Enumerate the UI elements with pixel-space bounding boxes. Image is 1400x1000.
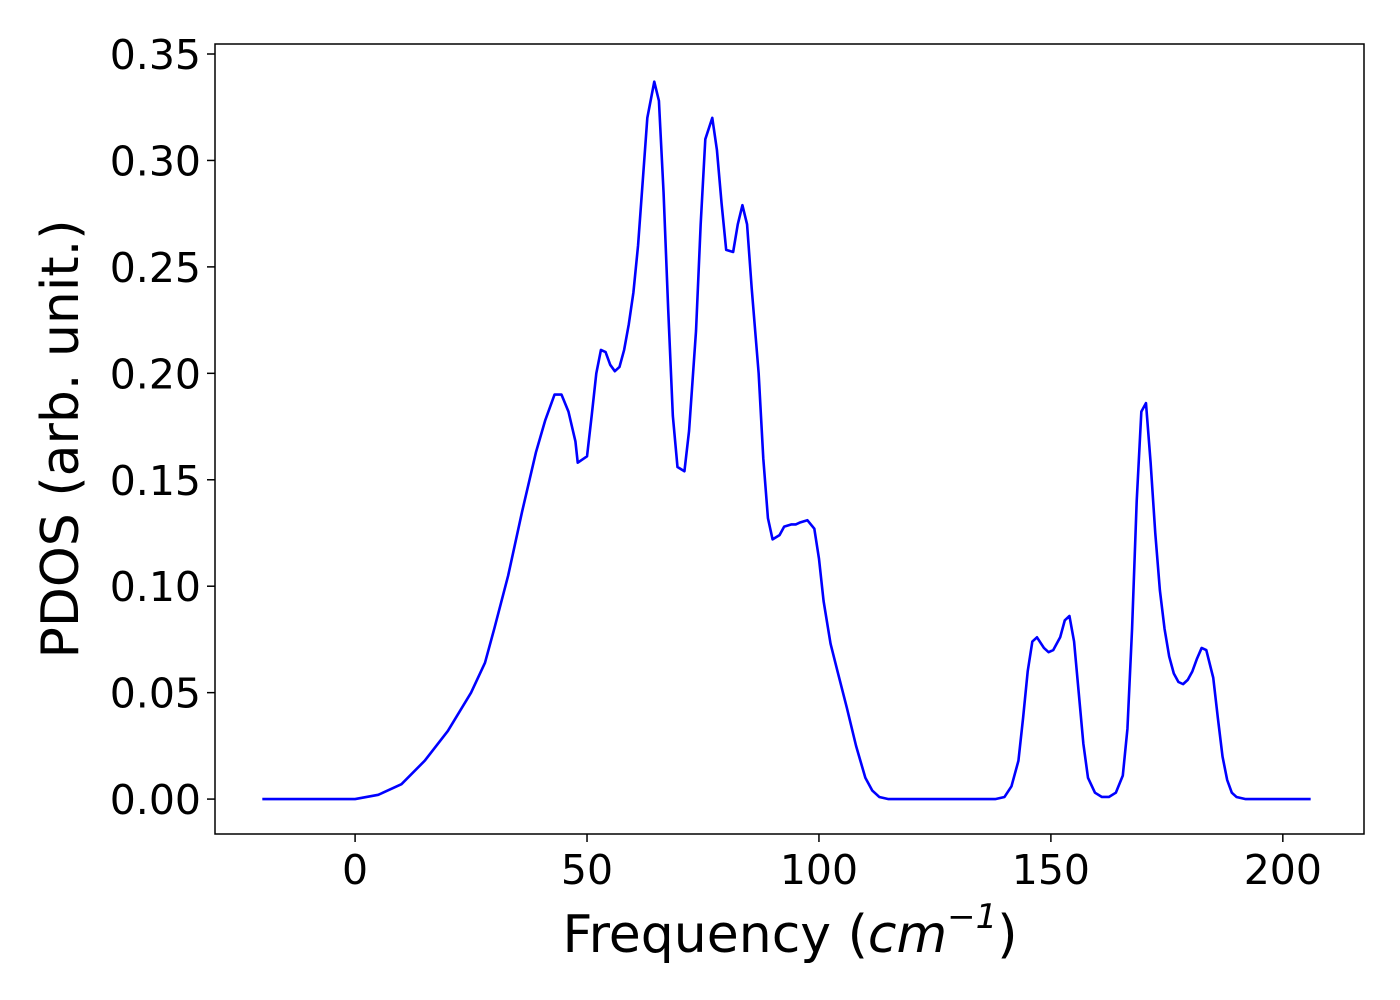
- x-tick-label: 150: [1012, 846, 1090, 894]
- y-tick-label: 0.10: [110, 563, 201, 611]
- x-tick-label: 0: [342, 846, 368, 894]
- y-tick-label: 0.25: [110, 244, 201, 292]
- y-axis-label: PDOS (arb. unit.): [31, 219, 91, 658]
- x-label-exponent: −1: [947, 897, 997, 937]
- x-tick-label: 200: [1244, 846, 1322, 894]
- y-tick-label: 0.00: [110, 776, 201, 824]
- x-label-close: ): [997, 905, 1017, 965]
- x-axis-label: Frequency (cm−1): [562, 897, 1017, 965]
- y-tick-label: 0.05: [110, 670, 201, 718]
- x-label-unit: cm: [868, 905, 947, 965]
- y-tick-label: 0.35: [110, 31, 201, 79]
- x-tick-label: 100: [780, 846, 858, 894]
- x-label-text: Frequency (: [562, 905, 867, 965]
- y-tick-label: 0.30: [110, 137, 201, 185]
- y-tick-label: 0.20: [110, 350, 201, 398]
- data-line: [262, 80, 1311, 801]
- y-tick-label: 0.15: [110, 457, 201, 505]
- plot-frame: [214, 43, 1365, 835]
- x-tick-label: 50: [561, 846, 613, 894]
